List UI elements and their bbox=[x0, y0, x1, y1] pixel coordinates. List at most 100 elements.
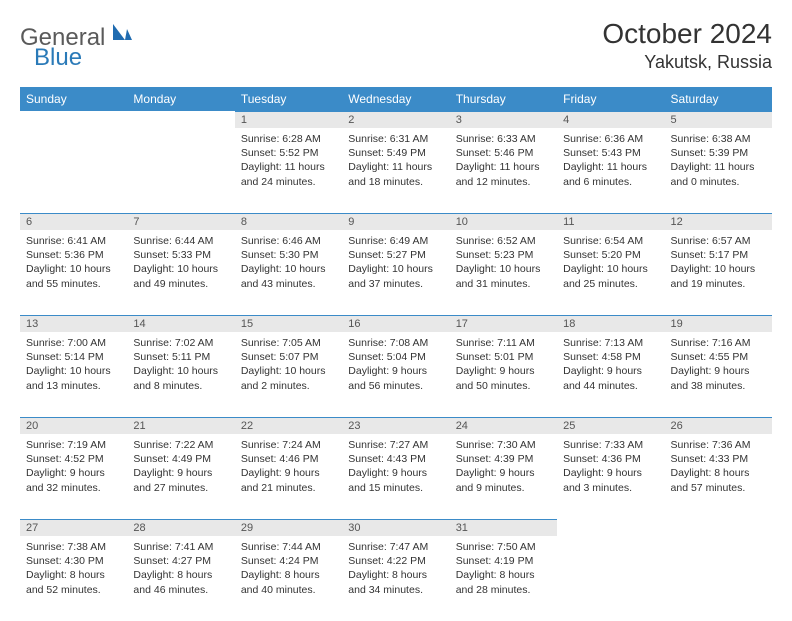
day-number-cell: 26 bbox=[665, 417, 772, 435]
day-header: Monday bbox=[127, 87, 234, 111]
day-line-d2: and 6 minutes. bbox=[563, 175, 658, 189]
day-number-cell bbox=[557, 519, 664, 537]
day-line-sunset: Sunset: 5:14 PM bbox=[26, 350, 121, 364]
day-number: 15 bbox=[235, 315, 342, 332]
day-line-sunrise: Sunrise: 7:13 AM bbox=[563, 336, 658, 350]
day-cell: Sunrise: 6:44 AMSunset: 5:33 PMDaylight:… bbox=[127, 231, 234, 315]
day-cell: Sunrise: 7:36 AMSunset: 4:33 PMDaylight:… bbox=[665, 435, 772, 519]
day-content: Sunrise: 7:19 AMSunset: 4:52 PMDaylight:… bbox=[20, 435, 127, 501]
day-number: 6 bbox=[20, 213, 127, 230]
day-number: 27 bbox=[20, 519, 127, 536]
day-line-sunset: Sunset: 4:36 PM bbox=[563, 452, 658, 466]
day-cell: Sunrise: 6:52 AMSunset: 5:23 PMDaylight:… bbox=[450, 231, 557, 315]
day-content: Sunrise: 6:52 AMSunset: 5:23 PMDaylight:… bbox=[450, 231, 557, 297]
calendar-table: Sunday Monday Tuesday Wednesday Thursday… bbox=[20, 87, 772, 621]
day-line-sunrise: Sunrise: 7:50 AM bbox=[456, 540, 551, 554]
day-line-d2: and 24 minutes. bbox=[241, 175, 336, 189]
day-number-cell: 25 bbox=[557, 417, 664, 435]
day-number: 1 bbox=[235, 111, 342, 128]
day-line-sunset: Sunset: 5:30 PM bbox=[241, 248, 336, 262]
day-content: Sunrise: 6:31 AMSunset: 5:49 PMDaylight:… bbox=[342, 129, 449, 195]
day-line-sunset: Sunset: 5:27 PM bbox=[348, 248, 443, 262]
day-header: Tuesday bbox=[235, 87, 342, 111]
day-number-cell: 11 bbox=[557, 213, 664, 231]
day-content: Sunrise: 7:47 AMSunset: 4:22 PMDaylight:… bbox=[342, 537, 449, 603]
day-number-cell: 19 bbox=[665, 315, 772, 333]
day-number-cell: 1 bbox=[235, 111, 342, 129]
day-number bbox=[557, 519, 664, 523]
daynum-row: 20212223242526 bbox=[20, 417, 772, 435]
day-line-sunrise: Sunrise: 7:11 AM bbox=[456, 336, 551, 350]
day-line-d2: and 40 minutes. bbox=[241, 583, 336, 597]
day-line-d2: and 49 minutes. bbox=[133, 277, 228, 291]
daynum-row: 13141516171819 bbox=[20, 315, 772, 333]
day-header: Wednesday bbox=[342, 87, 449, 111]
day-line-sunrise: Sunrise: 6:54 AM bbox=[563, 234, 658, 248]
day-number: 11 bbox=[557, 213, 664, 230]
day-number-cell: 28 bbox=[127, 519, 234, 537]
day-content: Sunrise: 7:22 AMSunset: 4:49 PMDaylight:… bbox=[127, 435, 234, 501]
day-header: Friday bbox=[557, 87, 664, 111]
logo-text-blue-wrap: Blue bbox=[32, 44, 82, 72]
day-line-sunrise: Sunrise: 6:33 AM bbox=[456, 132, 551, 146]
day-line-sunset: Sunset: 4:39 PM bbox=[456, 452, 551, 466]
day-content: Sunrise: 7:44 AMSunset: 4:24 PMDaylight:… bbox=[235, 537, 342, 603]
day-number: 23 bbox=[342, 417, 449, 434]
day-number-cell: 6 bbox=[20, 213, 127, 231]
day-cell: Sunrise: 6:38 AMSunset: 5:39 PMDaylight:… bbox=[665, 129, 772, 213]
day-number-cell: 3 bbox=[450, 111, 557, 129]
day-number: 17 bbox=[450, 315, 557, 332]
day-number: 13 bbox=[20, 315, 127, 332]
day-number bbox=[127, 111, 234, 115]
day-line-d1: Daylight: 8 hours bbox=[671, 466, 766, 480]
day-number-cell: 4 bbox=[557, 111, 664, 129]
day-line-d1: Daylight: 8 hours bbox=[241, 568, 336, 582]
day-content: Sunrise: 7:02 AMSunset: 5:11 PMDaylight:… bbox=[127, 333, 234, 399]
day-line-sunset: Sunset: 4:22 PM bbox=[348, 554, 443, 568]
day-content: Sunrise: 6:54 AMSunset: 5:20 PMDaylight:… bbox=[557, 231, 664, 297]
day-line-d1: Daylight: 9 hours bbox=[456, 466, 551, 480]
day-header: Thursday bbox=[450, 87, 557, 111]
day-line-sunset: Sunset: 4:30 PM bbox=[26, 554, 121, 568]
day-number: 26 bbox=[665, 417, 772, 434]
day-line-sunset: Sunset: 5:39 PM bbox=[671, 146, 766, 160]
day-line-d2: and 56 minutes. bbox=[348, 379, 443, 393]
day-line-d1: Daylight: 11 hours bbox=[671, 160, 766, 174]
day-line-sunrise: Sunrise: 7:41 AM bbox=[133, 540, 228, 554]
week-row: Sunrise: 7:00 AMSunset: 5:14 PMDaylight:… bbox=[20, 333, 772, 417]
day-line-d1: Daylight: 9 hours bbox=[456, 364, 551, 378]
day-line-d2: and 19 minutes. bbox=[671, 277, 766, 291]
day-line-d2: and 28 minutes. bbox=[456, 583, 551, 597]
day-line-sunrise: Sunrise: 7:44 AM bbox=[241, 540, 336, 554]
day-line-d2: and 0 minutes. bbox=[671, 175, 766, 189]
day-line-d1: Daylight: 8 hours bbox=[348, 568, 443, 582]
week-row: Sunrise: 6:41 AMSunset: 5:36 PMDaylight:… bbox=[20, 231, 772, 315]
day-number-cell: 13 bbox=[20, 315, 127, 333]
day-number: 25 bbox=[557, 417, 664, 434]
day-number: 31 bbox=[450, 519, 557, 536]
day-cell: Sunrise: 7:22 AMSunset: 4:49 PMDaylight:… bbox=[127, 435, 234, 519]
day-number-cell: 8 bbox=[235, 213, 342, 231]
day-cell: Sunrise: 7:11 AMSunset: 5:01 PMDaylight:… bbox=[450, 333, 557, 417]
day-number-cell: 22 bbox=[235, 417, 342, 435]
week-row: Sunrise: 7:19 AMSunset: 4:52 PMDaylight:… bbox=[20, 435, 772, 519]
day-line-d1: Daylight: 9 hours bbox=[348, 466, 443, 480]
day-number-cell: 9 bbox=[342, 213, 449, 231]
day-number-cell: 17 bbox=[450, 315, 557, 333]
day-cell bbox=[665, 537, 772, 621]
day-line-d1: Daylight: 11 hours bbox=[348, 160, 443, 174]
day-line-sunset: Sunset: 4:27 PM bbox=[133, 554, 228, 568]
day-line-sunset: Sunset: 4:19 PM bbox=[456, 554, 551, 568]
day-line-sunrise: Sunrise: 7:30 AM bbox=[456, 438, 551, 452]
day-content: Sunrise: 6:28 AMSunset: 5:52 PMDaylight:… bbox=[235, 129, 342, 195]
header: General October 2024 Yakutsk, Russia bbox=[20, 18, 772, 73]
day-line-sunrise: Sunrise: 7:02 AM bbox=[133, 336, 228, 350]
day-cell: Sunrise: 7:41 AMSunset: 4:27 PMDaylight:… bbox=[127, 537, 234, 621]
day-line-d2: and 44 minutes. bbox=[563, 379, 658, 393]
day-cell bbox=[557, 537, 664, 621]
day-line-d1: Daylight: 9 hours bbox=[563, 466, 658, 480]
day-cell: Sunrise: 7:02 AMSunset: 5:11 PMDaylight:… bbox=[127, 333, 234, 417]
day-line-d1: Daylight: 10 hours bbox=[241, 262, 336, 276]
day-content: Sunrise: 7:38 AMSunset: 4:30 PMDaylight:… bbox=[20, 537, 127, 603]
day-line-sunrise: Sunrise: 6:44 AM bbox=[133, 234, 228, 248]
